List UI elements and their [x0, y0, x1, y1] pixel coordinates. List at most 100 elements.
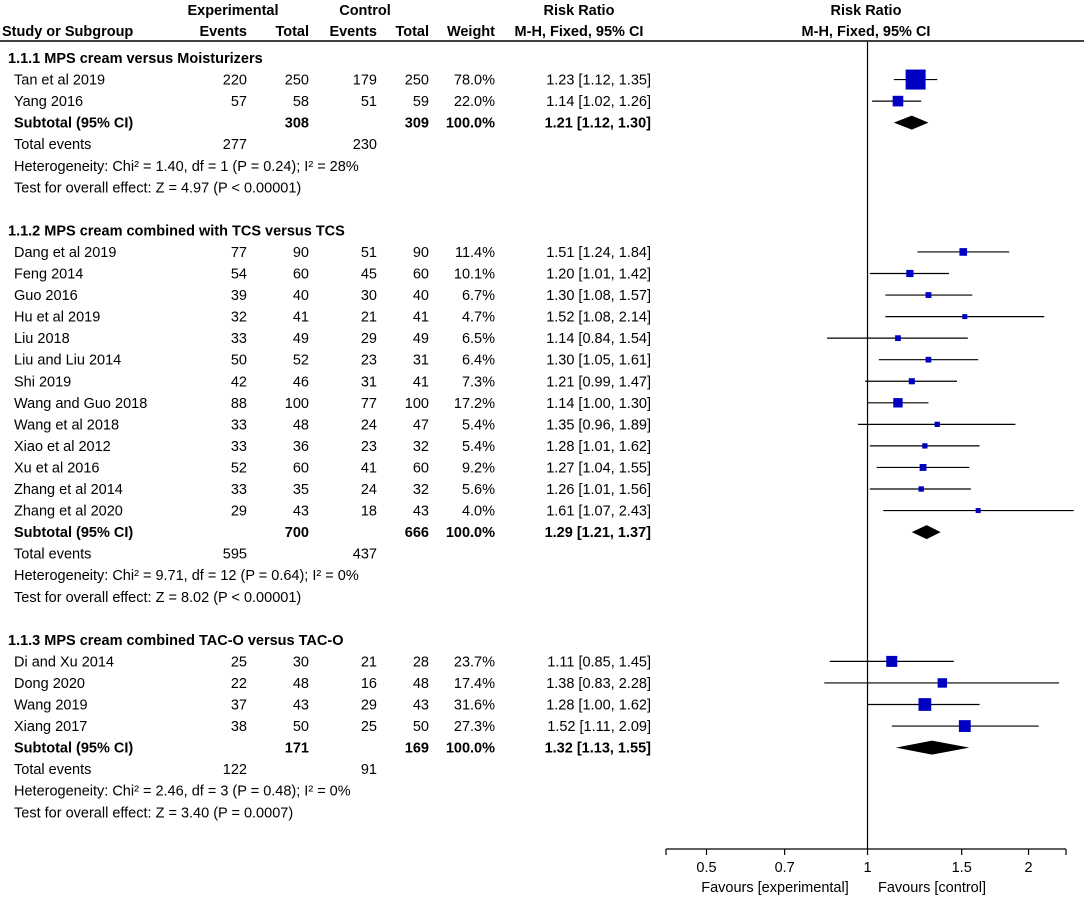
study-exp-events: 33 — [231, 482, 247, 498]
study-ctrl-total: 100 — [405, 396, 429, 412]
study-ci: 1.30 [1.05, 1.61] — [546, 353, 651, 369]
header-method-table: M-H, Fixed, 95% CI — [515, 24, 644, 40]
study-label: Liu 2018 — [14, 331, 70, 347]
study-label: Liu and Liu 2014 — [14, 353, 121, 369]
header-ctrl-total: Total — [395, 24, 429, 40]
header-exp-total: Total — [275, 24, 309, 40]
study-label: Yang 2016 — [14, 94, 83, 110]
subtotal-weight: 100.0% — [446, 116, 495, 132]
study-ci: 1.21 [0.99, 1.47] — [546, 374, 651, 390]
study-label: Tan et al 2019 — [14, 73, 105, 89]
x-tick-label: 1 — [863, 860, 871, 876]
study-exp-total: 100 — [285, 396, 309, 412]
subtotal-weight: 100.0% — [446, 741, 495, 757]
study-ctrl-events: 179 — [353, 73, 377, 89]
study-exp-events: 22 — [231, 676, 247, 692]
subgroup-note: Heterogeneity: Chi² = 9.71, df = 12 (P =… — [14, 568, 359, 584]
study-weight: 5.4% — [462, 439, 495, 455]
study-ctrl-events: 25 — [361, 719, 377, 735]
subtotal-ci: 1.21 [1.12, 1.30] — [545, 116, 652, 132]
study-ci: 1.52 [1.08, 2.14] — [546, 310, 651, 326]
study-ctrl-events: 23 — [361, 439, 377, 455]
exp-total-events: 122 — [223, 762, 247, 778]
subtotal-ci: 1.29 [1.21, 1.37] — [545, 525, 652, 541]
header-experimental: Experimental — [187, 3, 278, 19]
study-ci: 1.23 [1.12, 1.35] — [546, 73, 651, 89]
subtotal-label: Subtotal (95% CI) — [14, 116, 133, 132]
study-label: Shi 2019 — [14, 374, 71, 390]
study-exp-total: 90 — [293, 245, 309, 261]
x-tick-label: 0.5 — [696, 860, 716, 876]
subgroup-heading: 1.1.1 MPS cream versus Moisturizers — [8, 51, 263, 67]
study-exp-total: 60 — [293, 460, 309, 476]
study-exp-total: 48 — [293, 676, 309, 692]
study-ctrl-total: 43 — [413, 504, 429, 520]
subtotal-ctrl-total: 666 — [405, 525, 429, 541]
study-ctrl-events: 23 — [361, 353, 377, 369]
exp-total-events: 595 — [223, 547, 247, 563]
subtotal-exp-total: 700 — [285, 525, 309, 541]
header-control: Control — [339, 3, 391, 19]
study-ctrl-total: 31 — [413, 353, 429, 369]
study-ctrl-events: 31 — [361, 374, 377, 390]
study-exp-total: 30 — [293, 654, 309, 670]
header-weight: Weight — [447, 24, 495, 40]
study-ctrl-events: 51 — [361, 245, 377, 261]
favours-left-label: Favours [experimental] — [701, 880, 848, 896]
study-label: Dong 2020 — [14, 676, 85, 692]
study-label: Zhang et al 2014 — [14, 482, 123, 498]
study-weight: 11.4% — [455, 245, 495, 261]
study-ci: 1.51 [1.24, 1.84] — [546, 245, 651, 261]
study-weight: 7.3% — [462, 374, 495, 390]
study-ctrl-events: 18 — [361, 504, 377, 520]
study-label: Xiang 2017 — [14, 719, 87, 735]
study-ctrl-events: 24 — [361, 417, 377, 433]
subgroup-note: Test for overall effect: Z = 8.02 (P < 0… — [14, 590, 301, 606]
study-exp-events: 57 — [231, 94, 247, 110]
study-weight: 27.3% — [454, 719, 495, 735]
study-ctrl-total: 50 — [413, 719, 429, 735]
study-ctrl-events: 45 — [361, 267, 377, 283]
study-weight: 4.7% — [462, 310, 495, 326]
study-ctrl-total: 60 — [413, 460, 429, 476]
study-exp-total: 250 — [285, 73, 309, 89]
total-events-label: Total events — [14, 547, 91, 563]
study-exp-events: 33 — [231, 439, 247, 455]
study-ctrl-total: 48 — [413, 676, 429, 692]
header-method-plot: M-H, Fixed, 95% CI — [802, 24, 931, 40]
study-ctrl-events: 41 — [361, 460, 377, 476]
study-weight: 9.2% — [462, 460, 495, 476]
effect-square — [908, 378, 915, 385]
study-label: Wang et al 2018 — [14, 417, 119, 433]
study-ci: 1.14 [0.84, 1.54] — [546, 331, 651, 347]
study-exp-events: 32 — [231, 310, 247, 326]
study-weight: 4.0% — [462, 504, 495, 520]
study-ctrl-total: 32 — [413, 482, 429, 498]
study-exp-events: 37 — [231, 698, 247, 714]
study-exp-total: 40 — [293, 288, 309, 304]
total-events-label: Total events — [14, 137, 91, 153]
effect-square — [975, 508, 981, 514]
subtotal-ctrl-total: 309 — [405, 116, 429, 132]
subtotal-weight: 100.0% — [446, 525, 495, 541]
ctrl-total-events: 230 — [353, 137, 377, 153]
study-ci: 1.28 [1.01, 1.62] — [546, 439, 651, 455]
study-exp-total: 60 — [293, 267, 309, 283]
study-weight: 23.7% — [454, 654, 495, 670]
pooled-diamond — [895, 740, 970, 755]
study-exp-events: 33 — [231, 417, 247, 433]
effect-square — [895, 335, 901, 342]
x-tick-label: 1.5 — [952, 860, 972, 876]
x-axis: Favours [experimental] Favours [control]… — [665, 848, 1067, 896]
study-ctrl-events: 77 — [361, 396, 377, 412]
study-ctrl-total: 41 — [413, 374, 429, 390]
ctrl-total-events: 91 — [361, 762, 377, 778]
study-ci: 1.14 [1.00, 1.30] — [546, 396, 651, 412]
study-ctrl-events: 51 — [361, 94, 377, 110]
study-label: Xiao et al 2012 — [14, 439, 111, 455]
study-ci: 1.14 [1.02, 1.26] — [546, 94, 651, 110]
study-ci: 1.11 [0.85, 1.45] — [547, 654, 651, 670]
subgroup-note: Heterogeneity: Chi² = 1.40, df = 1 (P = … — [14, 159, 359, 175]
subgroup-note: Heterogeneity: Chi² = 2.46, df = 3 (P = … — [14, 784, 351, 800]
study-weight: 17.4% — [454, 676, 495, 692]
